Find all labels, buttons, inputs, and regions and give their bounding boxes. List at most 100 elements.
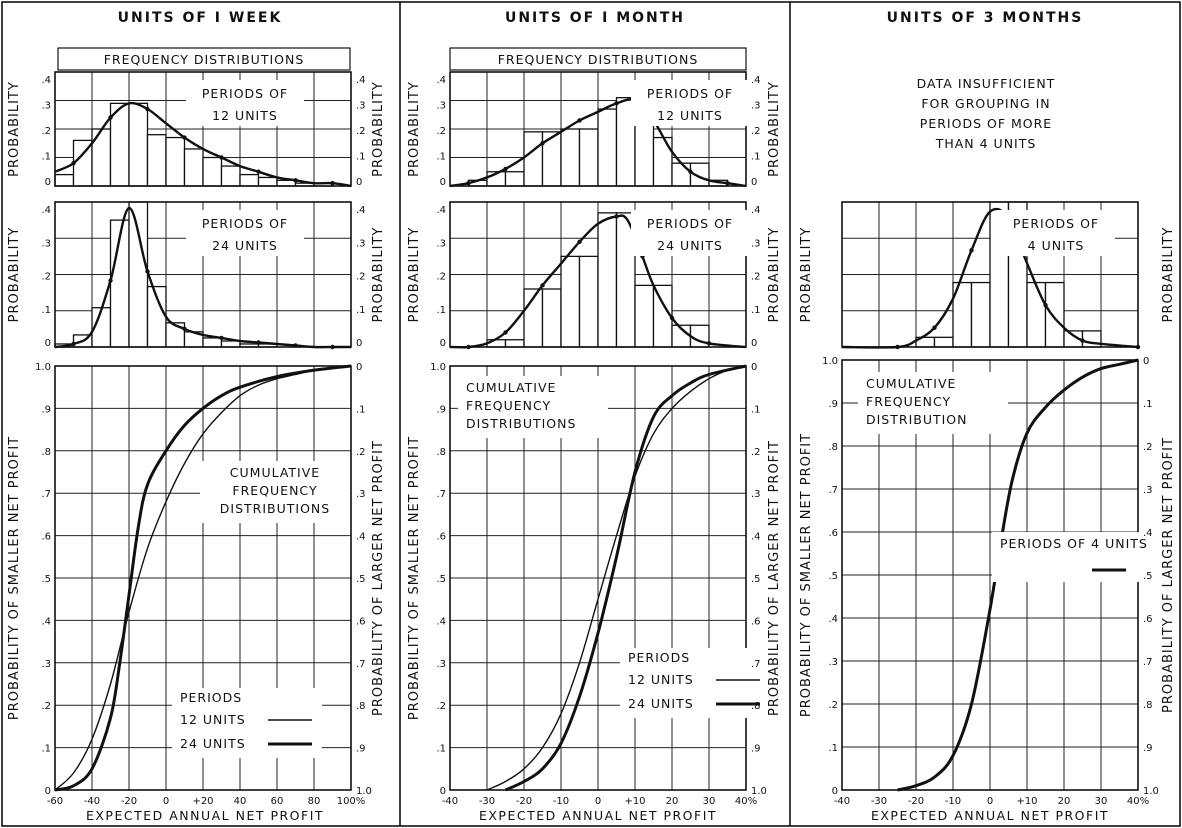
y-tick-label: 0 (45, 177, 51, 188)
y-tick-label: .2 (41, 126, 51, 137)
frequency-curve (54, 101, 352, 188)
histogram-frame (449, 201, 747, 348)
y-tick-label-right: .1 (751, 305, 761, 316)
y-tick-label-right: .3 (751, 101, 761, 112)
y-tick-label: .7 (436, 489, 446, 500)
cumulative-curve-thick (504, 364, 747, 792)
y-tick-label-right: .9 (751, 744, 761, 755)
legend-entry-label: 12 UNITS (628, 672, 694, 687)
histogram-ylabel-right: PROBABILITY (1161, 227, 1176, 323)
histogram-frame (841, 201, 1139, 348)
x-tick-label: 30 (1095, 796, 1108, 807)
curve-point (182, 135, 187, 140)
curve-point (688, 169, 693, 174)
cumulative-text-line: CUMULATIVE (230, 465, 320, 480)
histogram-bar (597, 108, 618, 187)
curve-point (71, 161, 76, 166)
cumulative-text-line: DISTRIBUTION (866, 412, 968, 427)
y-axis-label-right: PROBABILITY OF LARGER NET PROFIT (767, 440, 782, 716)
x-tick-label: 40 (234, 796, 247, 807)
legend-entry-label: PERIODS OF 4 UNITS (1000, 536, 1148, 551)
y-tick-label-right: .2 (751, 447, 761, 458)
y-axis-label-left: PROBABILITY OF SMALLER NET PROFIT (799, 433, 814, 717)
histogram-bar (257, 176, 278, 187)
column-1-xlabel: EXPECTED ANNUAL NET PROFIT (86, 808, 324, 823)
cumulative-text-box (200, 461, 350, 523)
legend-entry-label: 24 UNITS (180, 736, 246, 751)
y-tick-label: .4 (41, 75, 51, 86)
y-tick-label: .3 (41, 238, 51, 249)
curve-point (577, 239, 582, 245)
x-tick-label: 40% (735, 796, 757, 807)
panel-label-line: PERIODS OF (202, 86, 288, 101)
cumulative-curve-thick (897, 358, 1139, 792)
y-tick-label-right: .3 (1143, 485, 1153, 496)
column-2-xlabel: EXPECTED ANNUAL NET PROFIT (479, 808, 717, 823)
x-tick-label: 40% (1127, 796, 1149, 807)
histogram-bar (560, 255, 581, 348)
y-tick-label: .2 (436, 701, 446, 712)
y-tick-label: .5 (828, 571, 838, 582)
panel-label-line: 12 UNITS (212, 108, 278, 123)
y-tick-label: .4 (436, 205, 446, 216)
y-axis-label-right: PROBABILITY OF LARGER NET PROFIT (1161, 437, 1176, 713)
x-tick-label: 0 (163, 796, 169, 807)
panel-label-line: PERIODS OF (647, 216, 733, 231)
histogram-bar (560, 128, 581, 187)
legend-box (620, 648, 770, 718)
cumulative-text-line: FREQUENCY (866, 394, 951, 409)
y-tick-label: .1 (41, 152, 51, 163)
curve-point (969, 248, 974, 253)
y-tick-label: 0 (832, 786, 838, 797)
column-2-subtitle-box (449, 47, 747, 71)
y-tick-label: 0 (440, 786, 446, 797)
y-axis-label-left: PROBABILITY OF SMALLER NET PROFIT (7, 436, 22, 720)
y-tick-label-right: .7 (751, 659, 761, 670)
y-tick-label-right: .1 (751, 404, 761, 415)
curve-point (71, 341, 76, 347)
cumulative-frame (54, 365, 352, 791)
x-tick-label: -20 (516, 796, 532, 807)
y-tick-label: .2 (41, 272, 51, 283)
curve-point (145, 269, 150, 274)
curve-point (256, 169, 261, 174)
y-tick-label-right: .3 (751, 238, 761, 249)
x-tick-label: -30 (871, 796, 887, 807)
x-tick-label: 20 (666, 796, 679, 807)
y-tick-label: .4 (828, 614, 838, 625)
curve-point (256, 340, 261, 345)
y-tick-label: .9 (828, 399, 838, 410)
panel-label-line: 24 UNITS (657, 238, 723, 253)
plot-layer: PERIODS OF 12 UNITS .4 .3 .2 .1 0 .4 .3 .2 .1 0 PERI… (7, 71, 1176, 807)
curve-point (725, 180, 730, 186)
x-tick-label: -10 (553, 796, 569, 807)
y-tick-label: .4 (41, 616, 51, 627)
histogram-bar (970, 281, 991, 348)
cumulative-text-box (858, 372, 1008, 434)
histogram-bar (578, 255, 599, 348)
y-tick-label-right: 0 (356, 177, 362, 188)
curve-point (293, 178, 298, 183)
histogram-bar (220, 340, 241, 348)
y-tick-label: .2 (436, 272, 446, 283)
histogram-bar (276, 179, 297, 187)
histogram-bar (671, 162, 692, 187)
curve-point (1043, 302, 1048, 308)
histogram-ylabel-right: PROBABILITY (767, 81, 782, 177)
y-tick-label: .6 (41, 532, 51, 543)
histogram-bar (202, 337, 223, 348)
curve-point (932, 325, 937, 330)
histogram-bar (504, 171, 525, 187)
x-tick-label: -20 (121, 796, 137, 807)
histogram-bar (578, 128, 599, 187)
histogram-ylabel-right: PROBABILITY (371, 81, 386, 177)
column-1-subtitle-box (57, 47, 351, 71)
y-tick-label-right: .6 (751, 616, 761, 627)
y-tick-label-right: .4 (356, 532, 366, 543)
curve-point (540, 141, 545, 146)
histogram-frame (449, 71, 747, 187)
x-tick-label: 60 (271, 796, 284, 807)
curve-point (614, 101, 619, 106)
